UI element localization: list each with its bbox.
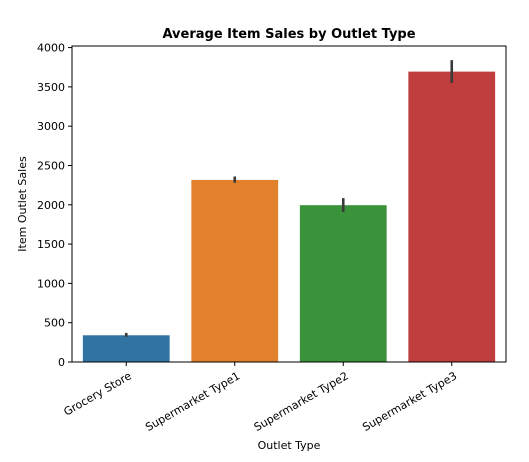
y-tick-label-0: 0 [58,356,65,369]
x-tick-label-2: Supermarket Type2 [252,369,351,434]
y-tick-label-6: 3000 [37,120,65,133]
error-bars-layer [124,60,454,337]
bar-0 [82,335,170,362]
x-tick-label-0: Grocery Store [61,369,133,418]
y-tick-label-8: 4000 [37,42,65,55]
y-tick-label-3: 1500 [37,238,65,251]
x-tick-label-1: Supermarket Type1 [143,369,242,434]
y-tick-label-4: 2000 [37,199,65,212]
y-tick-label-7: 3500 [37,81,65,94]
chart-title: Average Item Sales by Outlet Type [162,27,415,42]
y-tick-label-1: 500 [44,317,65,330]
bar-1 [191,179,279,362]
x-axis: Grocery Store Supermarket Type1 Supermarke… [61,362,459,434]
bars-layer [82,71,496,363]
x-tick-label-3: Supermarket Type3 [360,369,459,434]
bar-3 [408,71,496,363]
y-tick-label-2: 1000 [37,277,65,290]
bar-2 [299,205,387,362]
x-axis-label: Outlet Type [258,439,321,452]
y-axis: 0 500 1000 1500 2000 2500 3000 3500 4000 [37,42,72,369]
plot-frame [71,45,507,363]
y-tick-label-5: 2500 [37,159,65,172]
y-axis-label: Item Outlet Sales [16,156,29,252]
